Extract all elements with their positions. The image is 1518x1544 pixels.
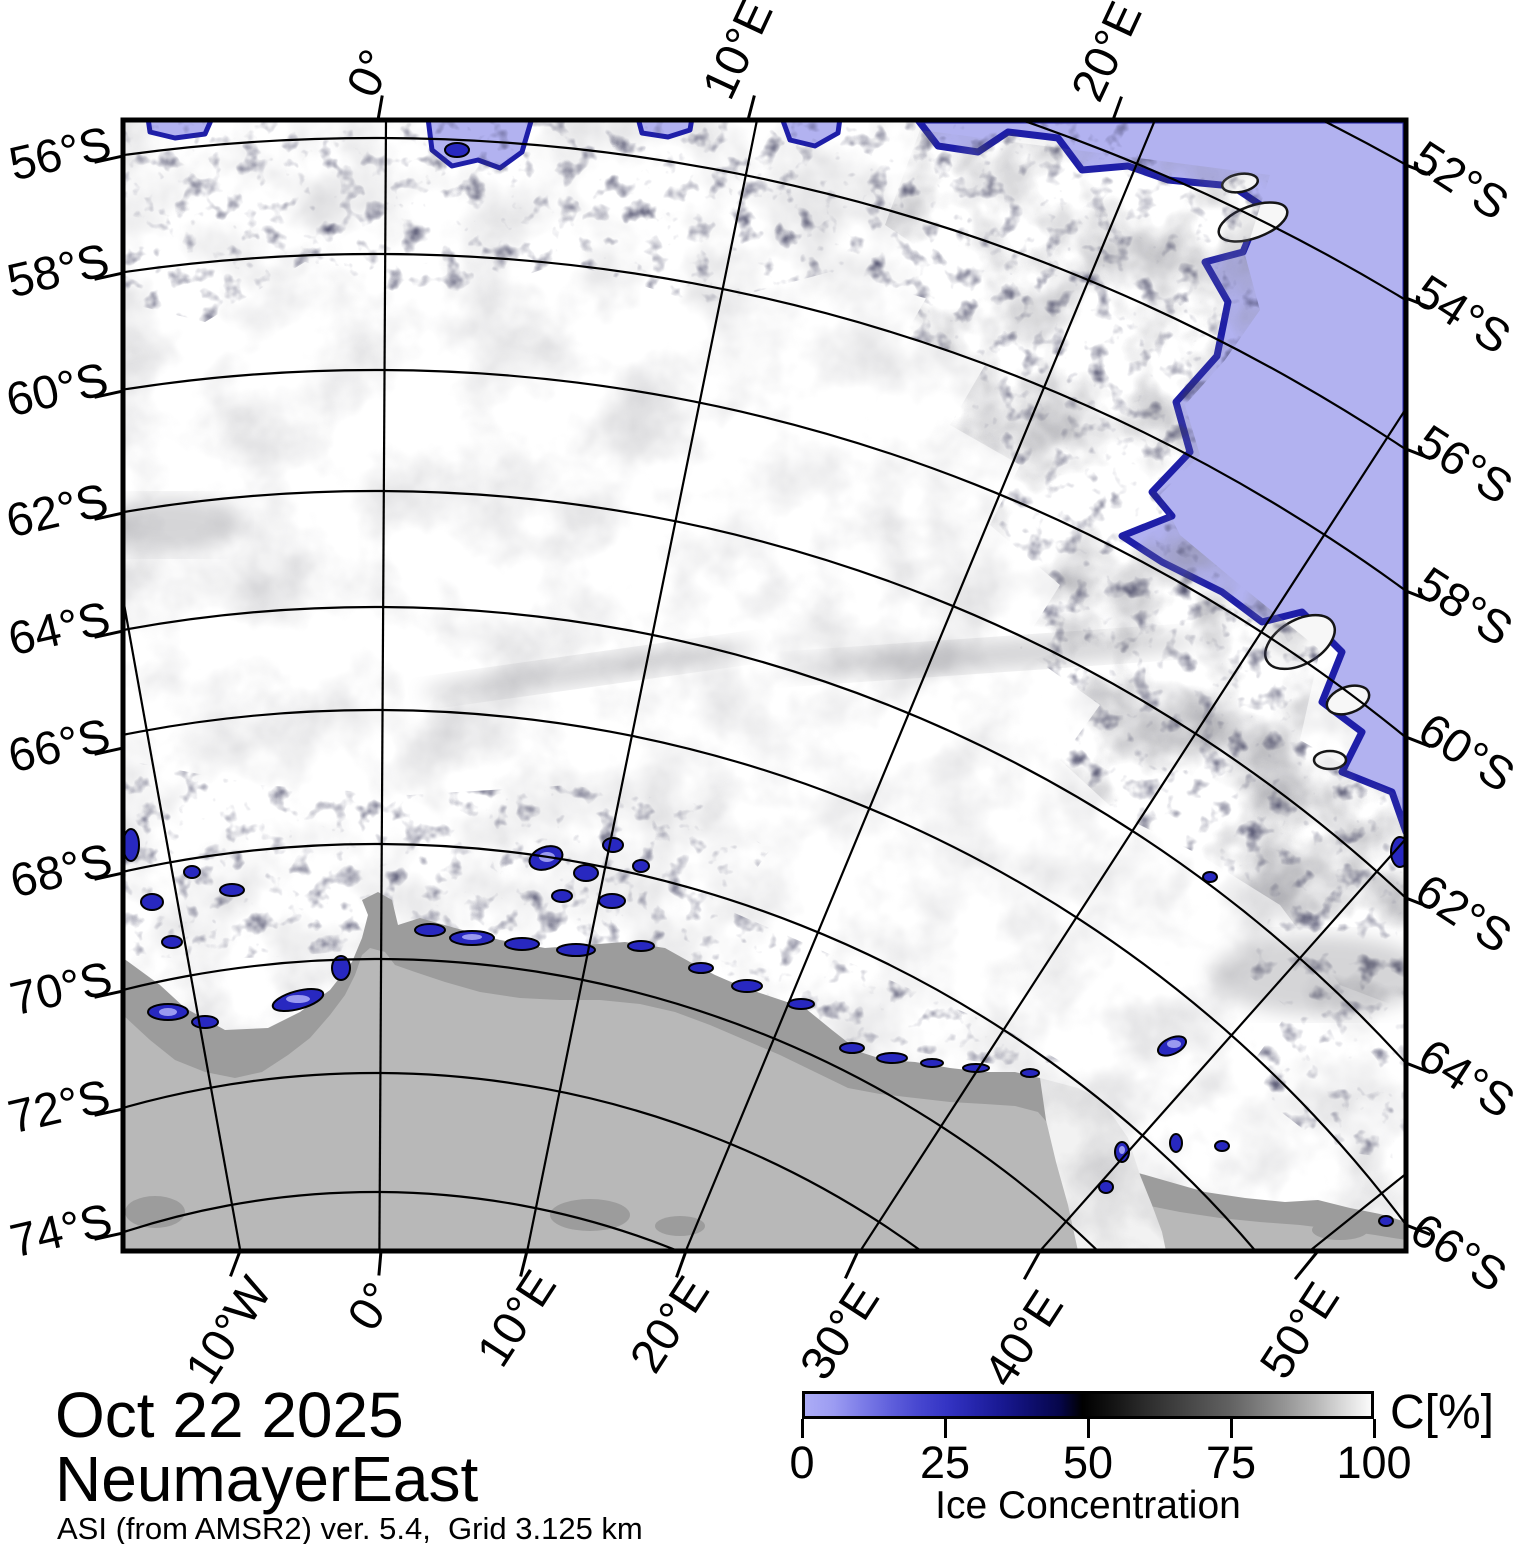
colorbar-tick — [801, 1419, 804, 1438]
colorbar-tick-label: 75 — [1205, 1437, 1257, 1488]
colorbar-gradient — [802, 1391, 1374, 1419]
polynya-spots — [123, 142, 1406, 1227]
colorbar-tick — [1373, 1419, 1376, 1438]
colorbar-unit-label: C[%] — [1390, 1386, 1495, 1439]
ice-wisp — [1210, 935, 1406, 1015]
colorbar-tick — [1230, 1419, 1233, 1438]
land-patch — [550, 1199, 630, 1231]
colorbar-tick-label: 100 — [1336, 1437, 1412, 1488]
colorbar-tick-label: 25 — [919, 1437, 971, 1488]
map-frame — [120, 117, 1409, 1254]
colorbar-tick-label: 0 — [789, 1437, 815, 1488]
ice-wisp — [421, 642, 759, 698]
date-label: Oct 22 2025 — [55, 1379, 404, 1451]
land-patch — [1312, 1220, 1368, 1240]
colorbar-tick — [944, 1419, 947, 1438]
ice-wisp — [123, 497, 240, 553]
axis-ticks — [94, 95, 1431, 1281]
ice-wisp — [780, 634, 1200, 676]
colorbar-tick — [1087, 1419, 1090, 1438]
land-patch — [655, 1216, 705, 1236]
land-patch — [125, 1196, 185, 1228]
land-interior — [123, 948, 1406, 1251]
source-label: ASI (from AMSR2) ver. 5.4, Grid 3.125 km — [57, 1511, 643, 1544]
colorbar-axis-title: Ice Concentration — [935, 1484, 1241, 1527]
region-label: NeumayerEast — [55, 1443, 479, 1515]
colorbar-tick-label: 50 — [1062, 1437, 1114, 1488]
